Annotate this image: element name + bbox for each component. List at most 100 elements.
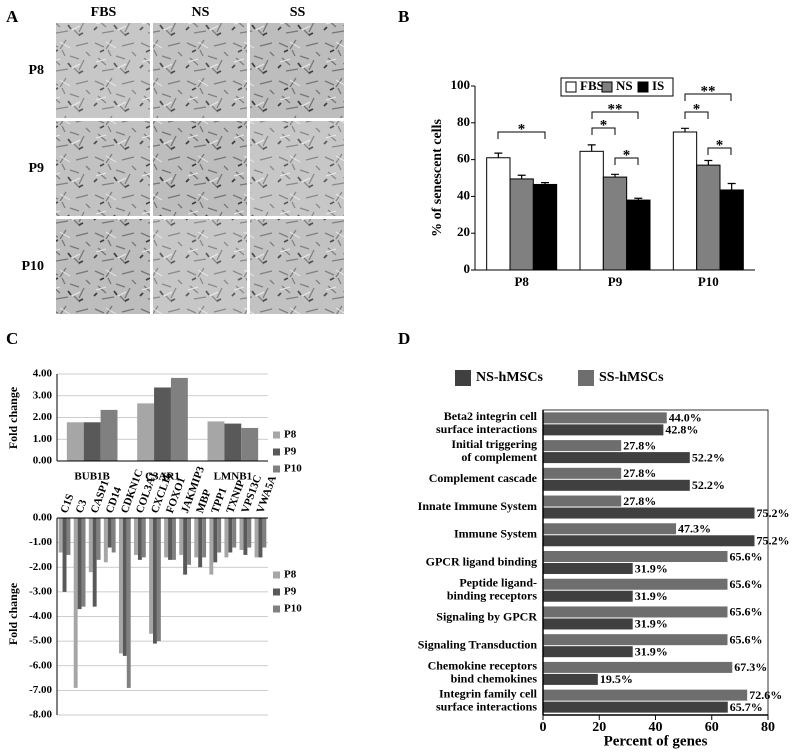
bar <box>543 452 690 464</box>
error-bar <box>611 173 619 178</box>
bar <box>543 661 733 673</box>
x-tick-label: P10 <box>698 274 719 289</box>
bar <box>543 535 755 547</box>
bar <box>232 518 237 548</box>
x-tick-label: 80 <box>761 720 775 735</box>
legend-label: P10 <box>284 603 302 615</box>
category-label: Integrin family cell <box>439 686 538 700</box>
legend-label: IS <box>652 78 664 93</box>
bar <box>247 518 252 548</box>
category-label: Chemokine receptors <box>428 659 538 673</box>
bar <box>137 403 155 461</box>
category-label: Initial triggering <box>451 437 537 451</box>
y-tick-label: 20 <box>457 224 470 239</box>
bar <box>543 701 728 713</box>
micrograph <box>250 23 344 118</box>
category-label: GPCR ligand binding <box>426 554 537 568</box>
bar <box>672 131 698 271</box>
value-label: 65.6% <box>730 549 763 563</box>
legend-swatch <box>273 571 280 579</box>
bar <box>183 518 188 575</box>
bar <box>179 518 184 555</box>
significance-label: * <box>518 121 526 137</box>
error-bar <box>727 182 736 190</box>
y-tick-label: -6.00 <box>29 659 52 671</box>
bar <box>486 157 511 271</box>
category-label: Complement cascade <box>429 471 538 485</box>
bar <box>696 164 721 271</box>
value-label: 44.0% <box>669 411 702 425</box>
category-label: of complement <box>461 450 537 464</box>
y-tick-label: 4.00 <box>33 368 53 380</box>
value-label: 52.2% <box>692 478 725 492</box>
bar <box>626 199 651 271</box>
micrograph <box>153 23 247 118</box>
value-label: 27.8% <box>623 438 656 452</box>
bar <box>137 518 142 560</box>
category-label: surface interactions <box>436 422 537 436</box>
bar <box>66 422 84 461</box>
bar <box>543 467 622 479</box>
bar <box>96 518 101 560</box>
panel-label: D <box>398 329 410 348</box>
bar <box>62 518 67 592</box>
category-label: Peptide ligand- <box>459 575 537 589</box>
category-label: Innate Immune System <box>418 499 537 513</box>
significance-bracket <box>614 157 639 165</box>
micrograph <box>250 121 344 216</box>
value-label: 65.7% <box>730 700 763 714</box>
bar <box>58 518 63 553</box>
legend-swatch <box>637 81 649 93</box>
significance-label: * <box>716 137 724 153</box>
bar <box>168 518 172 560</box>
y-tick-label: -2.00 <box>29 561 52 573</box>
error-bar <box>587 144 596 152</box>
bar <box>122 518 127 656</box>
value-label: 47.3% <box>678 522 711 536</box>
y-axis-label: Fold change <box>6 582 20 645</box>
x-tick-label: 20 <box>592 720 606 735</box>
bar <box>543 646 633 658</box>
category-label: Immune System <box>454 527 537 541</box>
value-label: 75.2% <box>757 534 790 548</box>
legend-swatch <box>273 588 280 596</box>
y-tick-label: 3.00 <box>33 389 53 401</box>
micrograph <box>56 219 150 314</box>
bar <box>243 518 248 555</box>
bar <box>164 518 169 558</box>
y-tick-label: 0.00 <box>33 512 53 524</box>
y-tick-label: 40 <box>457 187 470 202</box>
bar <box>77 518 82 610</box>
bar <box>154 387 171 461</box>
x-tick-label: LMNB1 <box>214 471 253 483</box>
legend-label: P9 <box>284 586 297 598</box>
x-tick-label: 60 <box>705 720 719 735</box>
bar <box>213 518 218 563</box>
bar <box>194 518 199 558</box>
y-tick-label: 2.00 <box>33 411 53 423</box>
x-tick-label: P9 <box>608 274 623 289</box>
value-label: 42.8% <box>665 423 698 437</box>
bar <box>92 518 97 607</box>
x-tick-label: C3AR1 <box>145 471 180 483</box>
error-bar <box>681 127 689 132</box>
significance-label: * <box>623 147 631 163</box>
panel-label: A <box>6 7 19 26</box>
error-bar <box>634 197 643 201</box>
bar <box>224 518 229 558</box>
bar <box>83 422 101 461</box>
bar <box>543 424 664 436</box>
y-tick-label: -8.00 <box>29 709 52 721</box>
y-tick-label: -4.00 <box>29 610 52 622</box>
significance-label: * <box>693 101 701 117</box>
y-axis-label: Fold change <box>6 386 20 449</box>
significance-bracket <box>591 111 639 119</box>
bar <box>543 507 755 519</box>
value-label: 72.6% <box>749 688 782 702</box>
y-axis-label: % of senescent cells <box>430 119 445 237</box>
bar <box>202 518 207 558</box>
legend-swatch <box>455 370 471 386</box>
legend-swatch <box>273 465 280 473</box>
bar <box>228 518 233 553</box>
